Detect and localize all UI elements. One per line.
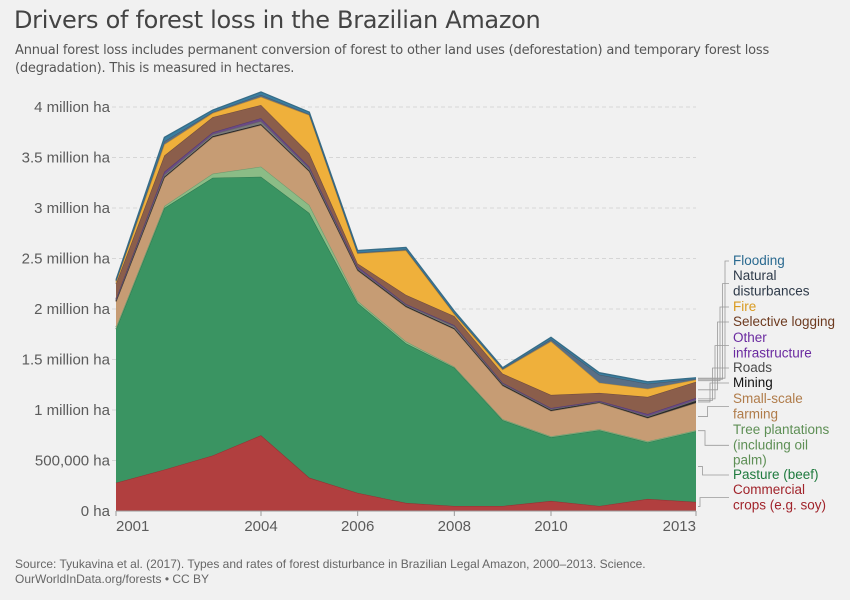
legend-connector — [698, 260, 729, 379]
area-layers — [115, 91, 697, 511]
legend-label: Other — [733, 330, 767, 345]
legend-item-pasture[interactable]: Pasture (beef) — [698, 466, 819, 482]
legend-connector — [698, 430, 729, 446]
y-tick-label: 3.5 million ha — [22, 150, 111, 167]
legend-label: palm) — [733, 453, 767, 468]
legend-label: Natural — [733, 268, 777, 283]
legend-item-fire[interactable]: Fire — [698, 299, 756, 382]
y-tick-label: 2.5 million ha — [22, 251, 111, 268]
legend-label: Tree plantations — [733, 422, 830, 437]
legend-label: Roads — [733, 360, 772, 375]
y-tick-label: 0 ha — [81, 503, 111, 520]
legend-item-flooding[interactable]: Flooding — [698, 253, 785, 379]
legend-label: disturbances — [733, 283, 810, 298]
x-tick-label: 2001 — [116, 518, 149, 535]
footer: Source: Tyukavina et al. (2017). Types a… — [15, 557, 646, 587]
legend-connector — [698, 367, 729, 401]
x-tick-label: 2010 — [534, 518, 567, 535]
y-tick-label: 1 million ha — [34, 402, 111, 419]
legend-label: Flooding — [733, 253, 785, 268]
legend: FloodingNaturaldisturbancesFireSelective… — [698, 253, 835, 512]
x-tick-label: 2013 — [663, 518, 696, 535]
legend-connector — [698, 306, 729, 382]
legend-connector — [698, 497, 729, 507]
legend-connector — [698, 406, 729, 417]
x-tick-label: 2008 — [438, 518, 471, 535]
area-pasture[interactable] — [116, 176, 696, 506]
legend-item-selective-logging[interactable]: Selective logging — [698, 314, 835, 391]
legend-label: Commercial — [733, 482, 805, 497]
legend-label: farming — [733, 406, 778, 421]
legend-label: Mining — [733, 375, 773, 390]
y-tick-label: 1.5 million ha — [22, 352, 111, 369]
area-edge-flooding — [115, 91, 697, 383]
y-tick-label: 3 million ha — [34, 200, 111, 217]
y-tick-label: 4 million ha — [34, 99, 111, 116]
legend-connector — [698, 466, 729, 476]
legend-label: Small-scale — [733, 391, 803, 406]
x-axis: 2001 2004 2006 2008 2010 2013 — [115, 510, 697, 535]
y-tick-label: 500,000 ha — [35, 453, 111, 470]
credit-link[interactable]: OurWorldInData.org/forests • CC BY — [15, 572, 210, 586]
legend-item-roads[interactable]: Roads — [698, 360, 772, 401]
legend-label: Selective logging — [733, 314, 835, 329]
legend-label: infrastructure — [733, 345, 812, 360]
chart-subtitle: Annual forest loss includes permanent co… — [15, 43, 770, 76]
legend-connector — [698, 345, 729, 400]
legend-item-mining[interactable]: Mining — [698, 375, 773, 403]
legend-label: Fire — [733, 299, 756, 314]
legend-connector — [698, 382, 729, 403]
legend-connector — [698, 321, 729, 391]
source-note: Source: Tyukavina et al. (2017). Types a… — [15, 557, 646, 571]
x-tick-label: 2006 — [341, 518, 374, 535]
area-commercial-crops[interactable] — [116, 435, 696, 511]
legend-label: crops (e.g. soy) — [733, 497, 826, 512]
x-tick-label: 2004 — [244, 518, 277, 535]
y-axis-ticks: 0 ha 500,000 ha 1 million ha 1.5 million ha… — [22, 99, 111, 520]
legend-connector — [698, 283, 729, 380]
chart-title: Drivers of forest loss in the Brazilian … — [14, 6, 541, 34]
legend-label: (including oil — [733, 437, 808, 452]
legend-label: Pasture (beef) — [733, 467, 819, 482]
y-tick-label: 2 million ha — [34, 301, 111, 318]
